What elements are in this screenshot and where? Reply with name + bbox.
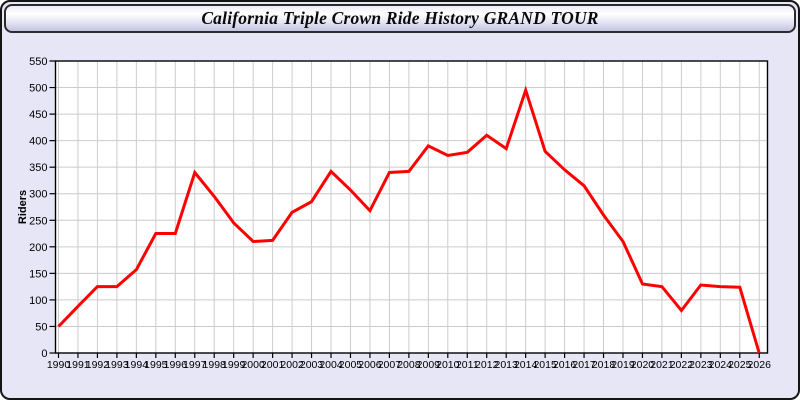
page-title: California Triple Crown Ride History GRA… [201,8,599,28]
x-tick-label: 2003 [300,359,324,371]
y-tick-label: 400 [29,136,47,148]
y-tick-label: 100 [29,295,47,307]
x-tick-label: 1991 [66,359,90,371]
x-tick-label: 1990 [47,359,71,371]
title-bar: California Triple Crown Ride History GRA… [4,4,796,33]
x-tick-label: 1998 [203,359,227,371]
x-tick-label: 2014 [514,359,538,371]
plot-area [55,61,768,353]
y-tick-label: 50 [35,321,47,333]
x-tick-label: 2010 [436,359,460,371]
y-tick-label: 300 [29,189,47,201]
x-tick-label: 2004 [319,359,343,371]
x-tick-label: 2020 [631,359,655,371]
x-tick-label: 2013 [495,359,519,371]
x-tick-label: 2025 [728,359,752,371]
x-tick-label: 2017 [572,359,596,371]
x-tick-label: 2001 [261,359,285,371]
y-tick-label: 500 [29,83,47,95]
y-tick-label: 350 [29,162,47,174]
x-tick-label: 2011 [456,359,479,371]
x-tick-label: 2023 [689,359,713,371]
x-tick-label: 1993 [105,359,129,371]
y-tick-label: 0 [41,348,47,360]
x-tick-label: 2024 [709,359,733,371]
x-tick-label: 2006 [358,359,382,371]
x-tick-label: 1997 [183,359,207,371]
x-tick-label: 2022 [670,359,694,371]
x-tick-label: 1994 [125,359,149,371]
x-tick-label: 2015 [533,359,557,371]
y-tick-label: 200 [29,242,47,254]
x-tick-label: 2002 [280,359,304,371]
y-tick-label: 250 [29,215,47,227]
x-tick-label: 2000 [241,359,265,371]
y-tick-label: 550 [29,56,47,68]
x-tick-label: 2007 [378,359,402,371]
y-tick-label: 150 [29,268,47,280]
x-tick-label: 1995 [144,359,168,371]
x-tick-label: 2018 [592,359,616,371]
y-axis-title: Riders [17,189,29,225]
x-tick-label: 2019 [611,359,635,371]
series-line [57,85,761,354]
x-tick-label: 1992 [86,359,110,371]
y-tick-label: 450 [29,109,47,121]
x-tick-label: 2016 [553,359,577,371]
x-tick-label: 2008 [397,359,421,371]
x-tick-label: 2012 [475,359,499,371]
x-tick-label: 2026 [748,359,772,371]
x-tick-label: 1996 [164,359,188,371]
x-tick-label: 2005 [339,359,363,371]
x-tick-label: 2009 [417,359,441,371]
plot-frame [54,60,769,354]
x-tick-label: 1999 [222,359,246,371]
x-tick-label: 2021 [650,359,674,371]
